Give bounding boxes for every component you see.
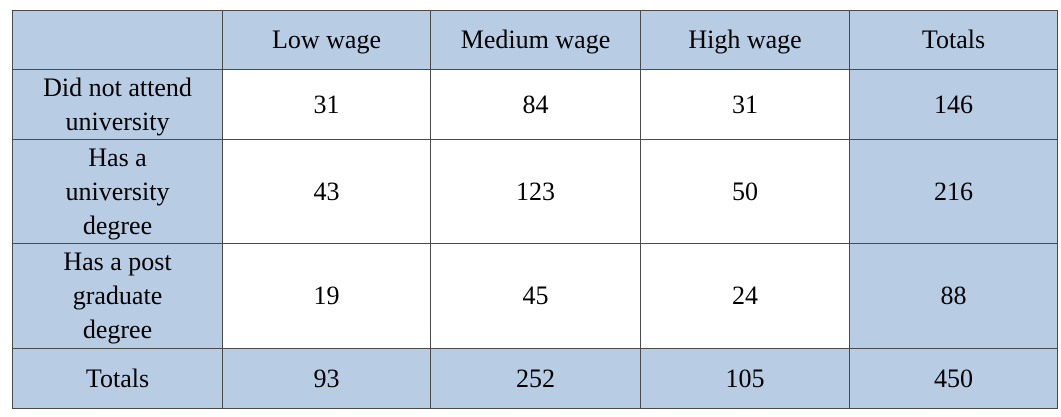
header-row: Low wage Medium wage High wage Totals (12, 10, 1058, 70)
value-cell: 123 (430, 139, 641, 244)
row-label: Has a university degree (12, 139, 223, 244)
total-cell: 252 (430, 348, 641, 409)
row-label-line: degree (82, 315, 153, 344)
row-label: Did not attend university (12, 69, 223, 140)
row-label-line: university (65, 106, 170, 136)
value-cell: 84 (430, 69, 641, 140)
data-table: Low wage Medium wage High wage Totals Did no… (12, 10, 1058, 409)
data-row: Has a post graduate degree 19 45 24 88 (12, 243, 1058, 349)
row-label-line: Did not attend (43, 72, 192, 102)
total-cell: 146 (849, 69, 1058, 140)
total-cell: 88 (849, 243, 1058, 349)
value-cell: 45 (430, 243, 641, 349)
data-row: Did not attend university 31 84 31 146 (12, 69, 1058, 140)
total-cell: 105 (640, 348, 850, 409)
value-cell: 31 (222, 69, 431, 140)
row-label: Totals (12, 348, 223, 409)
row-label-line: university (65, 176, 170, 206)
row-label: Has a post graduate degree (12, 243, 223, 349)
totals-row: Totals 93 252 105 450 (12, 348, 1058, 409)
value-cell: 24 (640, 243, 850, 349)
corner-cell (12, 10, 223, 70)
value-cell: 19 (222, 243, 431, 349)
row-label-line: Totals (85, 363, 150, 393)
row-label-line: graduate (72, 281, 163, 310)
data-row: Has a university degree 43 123 50 216 (12, 139, 1058, 244)
value-cell: 50 (640, 139, 850, 244)
value-cell: 31 (640, 69, 850, 140)
value-cell: 43 (222, 139, 431, 244)
column-header: Low wage (222, 10, 431, 70)
row-label-line: Has a (88, 142, 147, 172)
total-cell: 450 (849, 348, 1058, 409)
column-header: High wage (640, 10, 850, 70)
total-cell: 216 (849, 139, 1058, 244)
row-label-line: degree (82, 210, 153, 240)
total-cell: 93 (222, 348, 431, 409)
column-header: Medium wage (430, 10, 641, 70)
column-header: Totals (849, 10, 1058, 70)
row-label-line: Has a post (63, 247, 172, 276)
